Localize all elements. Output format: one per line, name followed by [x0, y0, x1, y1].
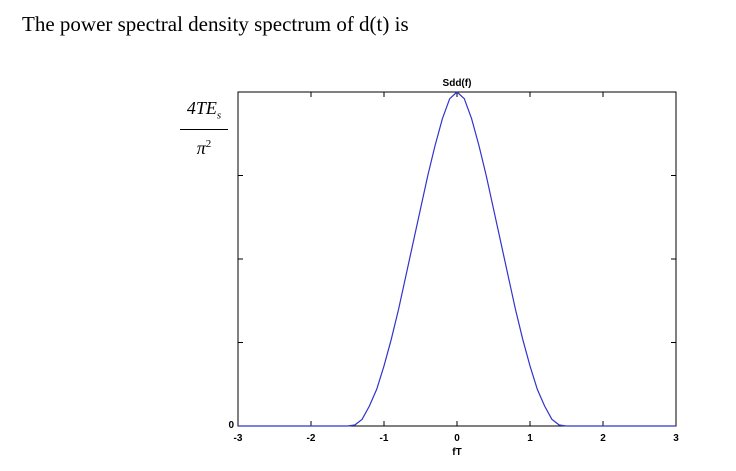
tick-labels: -3 -2 -1 0 1 2 3 0: [228, 420, 679, 444]
series-line: [238, 91, 676, 427]
x-axis-label: fT: [452, 447, 461, 458]
y-label-numerator: 4TEs: [186, 98, 222, 122]
page-heading: The power spectral density spectrum of d…: [22, 12, 409, 36]
x-tick-label-1: -2: [307, 433, 316, 444]
y-tick-label-0: 0: [228, 420, 234, 431]
x-tick-label-2: -1: [380, 433, 389, 444]
x-tick-label-5: 2: [600, 433, 606, 444]
x-tick-label-0: -3: [234, 433, 243, 444]
plot-frame: [237, 91, 677, 427]
fraction-bar: [180, 128, 228, 130]
y-label-denominator: π2: [196, 137, 212, 158]
x-tick-label-3: 0: [454, 433, 460, 444]
x-tick-label-4: 1: [527, 433, 533, 444]
axis-ticks: [237, 92, 677, 426]
x-tick-label-6: 3: [673, 433, 679, 444]
chart-title: Sdd(f): [443, 78, 472, 89]
y-axis-label: 4TEs π2: [176, 98, 232, 158]
